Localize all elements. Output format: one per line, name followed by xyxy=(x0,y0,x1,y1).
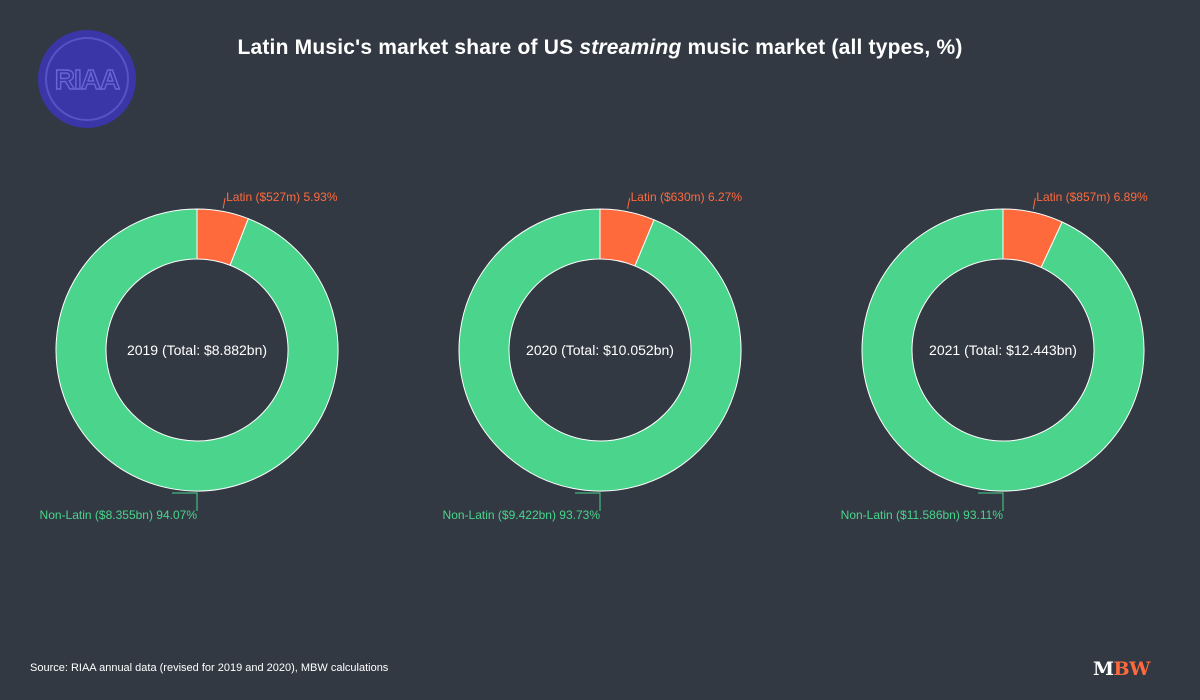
leader-line-latin xyxy=(1032,197,1036,210)
slice-label-latin: Latin ($527m) 5.93% xyxy=(226,190,338,204)
leader-line-non-latin xyxy=(172,492,198,511)
source-note: Source: RIAA annual data (revised for 20… xyxy=(30,662,389,674)
slice-label-latin: Latin ($857m) 6.89% xyxy=(1036,190,1148,204)
center-label: 2021 (Total: $12.443bn) xyxy=(929,342,1077,358)
slice-label-non-latin: Non-Latin ($9.422bn) 93.73% xyxy=(443,508,601,522)
mbw-logo-m: M xyxy=(1093,658,1114,680)
leader-line-non-latin xyxy=(978,492,1004,511)
slice-label-non-latin: Non-Latin ($11.586bn) 93.11% xyxy=(841,508,1004,522)
slice-non-latin xyxy=(458,208,742,492)
chart-title-emphasis: streaming xyxy=(579,36,682,59)
chart-title-part2: music market (all types, %) xyxy=(681,36,963,59)
donut-chart-3: Latin ($857m) 6.89% Non-Latin ($11.586bn)… xyxy=(841,190,1148,522)
riaa-logo-ring xyxy=(45,37,129,121)
slice-non-latin xyxy=(861,208,1145,492)
donut-chart-2: Latin ($630m) 6.27% Non-Latin ($9.422bn) … xyxy=(443,190,743,522)
center-label: 2020 (Total: $10.052bn) xyxy=(526,342,674,358)
center-label: 2019 (Total: $8.882bn) xyxy=(127,342,267,358)
leader-line-latin xyxy=(627,197,631,209)
leader-line-non-latin xyxy=(575,492,601,511)
slice-label-latin: Latin ($630m) 6.27% xyxy=(631,190,743,204)
leader-line-latin xyxy=(222,197,226,209)
mbw-logo-bw: BW xyxy=(1113,658,1151,680)
slice-non-latin xyxy=(55,208,339,492)
riaa-logo: RIAA xyxy=(38,30,136,128)
riaa-logo-outer xyxy=(38,30,136,128)
donut-chart-1: Latin ($527m) 5.93% Non-Latin ($8.355bn) … xyxy=(40,190,339,522)
chart-title: Latin Music's market share of US streami… xyxy=(0,36,1200,60)
mbw-logo: MBW xyxy=(1093,658,1150,680)
slice-label-non-latin: Non-Latin ($8.355bn) 94.07% xyxy=(40,508,198,522)
riaa-logo-text: RIAA xyxy=(55,64,120,95)
chart-title-part1: Latin Music's market share of US xyxy=(237,36,580,59)
